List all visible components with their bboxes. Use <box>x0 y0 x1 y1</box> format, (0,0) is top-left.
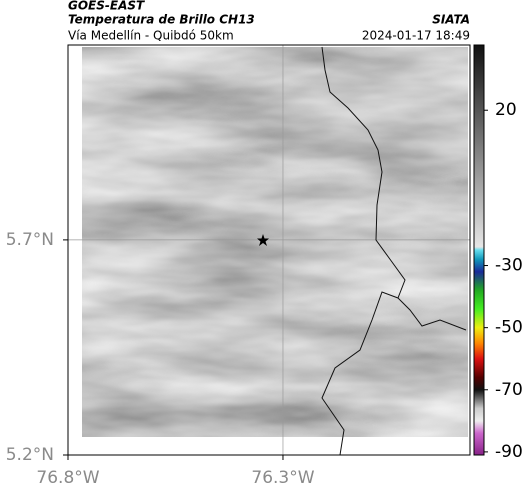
location: Vía Medellín - Quibdó 50km <box>68 29 234 43</box>
location-marker <box>257 234 269 246</box>
datetime: 2024-01-17 18:49 <box>362 29 470 43</box>
title: GOES-EAST <box>68 0 145 13</box>
source: SIATA <box>432 13 470 27</box>
y-tick-label: 5.7°N <box>6 230 54 250</box>
colorbar <box>473 44 485 456</box>
satellite-image <box>82 47 468 437</box>
colorbar-tick-label: 20 <box>495 100 517 120</box>
y-tick-label: 5.2°N <box>6 445 54 465</box>
colorbar-tick-label: -50 <box>495 318 523 338</box>
colorbar-tick-label: -70 <box>495 380 523 400</box>
x-tick-label: 76.8°W <box>36 468 99 488</box>
x-tick-label: 76.3°W <box>251 468 314 488</box>
colorbar-tick-label: -90 <box>495 442 523 462</box>
boundary <box>321 46 467 456</box>
subtitle: Temperatura de Brillo CH13 <box>68 13 255 27</box>
colorbar-tick-label: -30 <box>495 256 523 276</box>
map-frame <box>67 44 471 456</box>
